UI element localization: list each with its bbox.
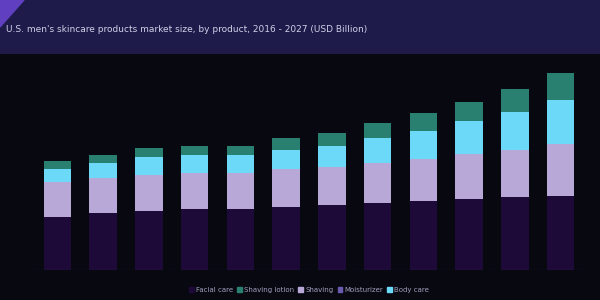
Bar (181, 146, 208, 155)
Bar (89, 155, 117, 163)
Bar (455, 200, 483, 270)
Bar (364, 163, 391, 203)
Bar (44, 169, 71, 182)
Bar (455, 102, 483, 121)
Bar (181, 172, 208, 209)
Bar (135, 211, 163, 270)
Bar (364, 138, 391, 163)
Bar (547, 196, 574, 270)
Bar (547, 74, 574, 100)
Bar (547, 100, 574, 144)
Bar (135, 175, 163, 211)
Bar (318, 146, 346, 167)
Bar (227, 146, 254, 155)
Bar (455, 154, 483, 200)
Bar (455, 121, 483, 154)
Bar (227, 155, 254, 172)
Bar (272, 169, 300, 207)
Legend: Facial care, Shaving lotion, Shaving, Moisturizer, Body care: Facial care, Shaving lotion, Shaving, Mo… (186, 284, 432, 296)
Bar (89, 163, 117, 178)
Bar (44, 161, 71, 169)
Bar (44, 182, 71, 217)
Bar (318, 167, 346, 205)
Bar (547, 144, 574, 196)
Bar (181, 155, 208, 172)
Bar (318, 133, 346, 146)
Bar (410, 159, 437, 201)
Bar (135, 158, 163, 175)
Bar (272, 138, 300, 150)
Bar (364, 123, 391, 138)
Bar (272, 150, 300, 169)
Bar (364, 203, 391, 270)
Bar (410, 113, 437, 130)
Bar (227, 172, 254, 209)
Bar (227, 209, 254, 270)
Bar (89, 213, 117, 270)
Bar (410, 201, 437, 270)
Bar (272, 207, 300, 270)
Bar (181, 209, 208, 270)
Bar (501, 197, 529, 270)
Polygon shape (0, 0, 24, 27)
Bar (135, 148, 163, 158)
Bar (501, 88, 529, 112)
Text: U.S. men's skincare products market size, by product, 2016 - 2027 (USD Billion): U.S. men's skincare products market size… (6, 25, 367, 34)
Bar (318, 205, 346, 270)
Bar (44, 217, 71, 270)
Bar (89, 178, 117, 213)
Bar (501, 112, 529, 150)
Bar (410, 130, 437, 159)
Bar (501, 150, 529, 197)
